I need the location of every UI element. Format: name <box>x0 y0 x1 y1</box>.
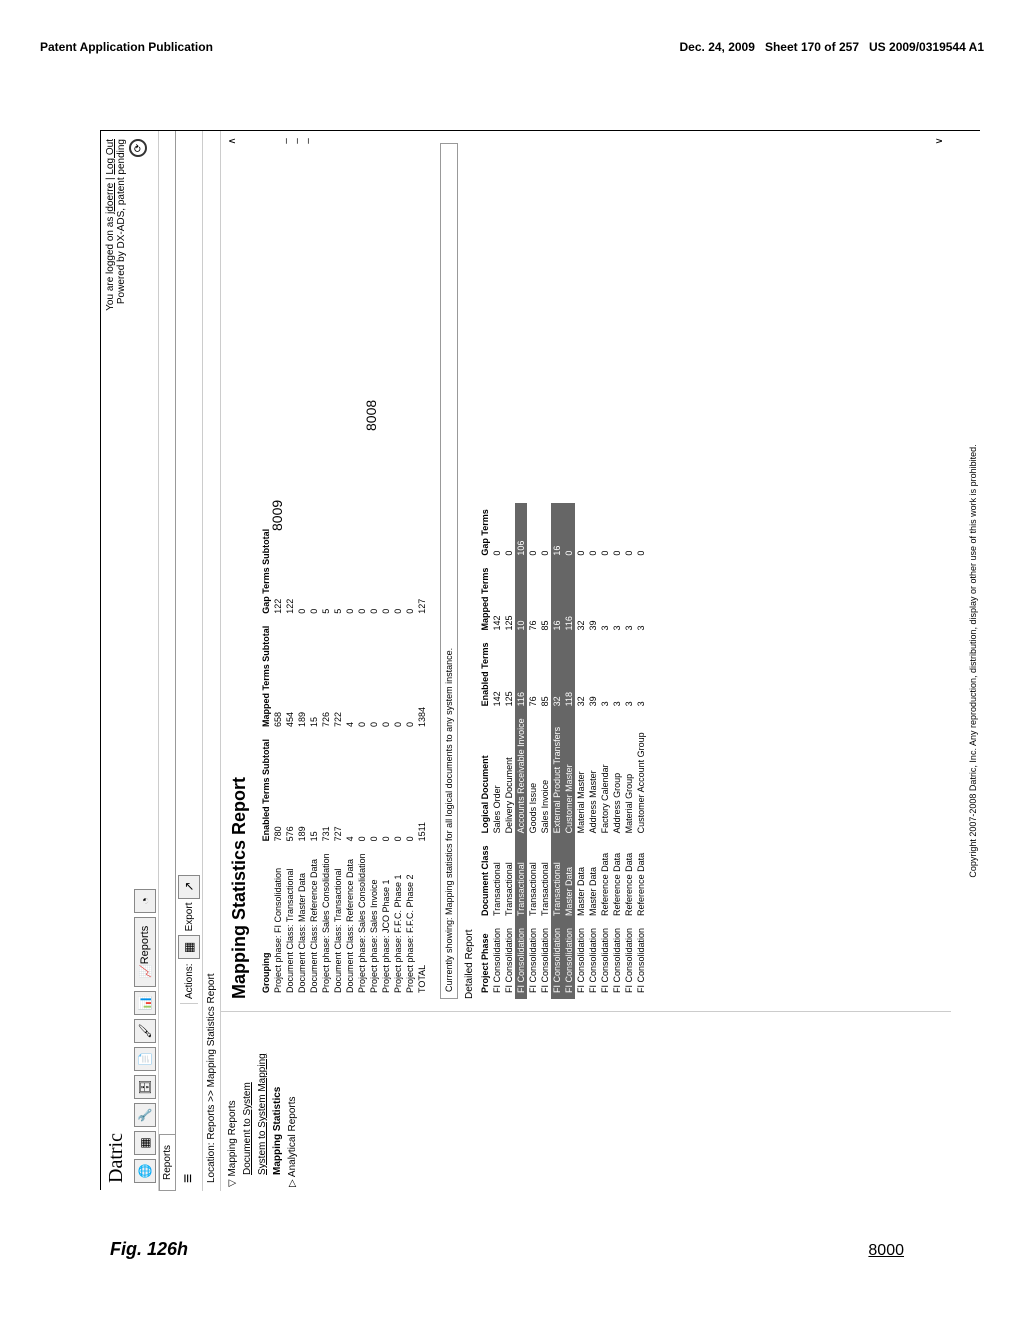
sidebar: ▽ Mapping Reports Document to System Sys… <box>221 1011 951 1191</box>
table-row: Document Class: Master Data1891890 <box>296 523 308 999</box>
scroll-down[interactable]: ∨ <box>934 133 945 149</box>
detailed-table: Project PhaseDocument ClassLogical Docum… <box>479 503 647 999</box>
tb-report-icon[interactable]: 📊 <box>134 991 156 1015</box>
sidebar-item-doc-to-system[interactable]: Document to System <box>240 1016 255 1187</box>
table-row: FI ConsolidationTransactionalExternal Pr… <box>551 503 563 999</box>
scroll-marks: ––– <box>281 133 314 149</box>
table-row: Project phase: Sales Consolidation731726… <box>320 523 332 999</box>
summary-table: GroupingEnabled Terms SubtotalMapped Ter… <box>260 523 428 999</box>
tb-wrench-icon[interactable]: 🔧 <box>134 1103 156 1127</box>
table-row: Document Class: Transactional576454122 <box>284 523 296 999</box>
table-row: FI ConsolidationMaster DataMaterial Mast… <box>575 503 587 999</box>
table-row: FI ConsolidationReference DataCustomer A… <box>635 503 647 999</box>
figure-label: Fig. 126h <box>110 1239 188 1260</box>
table-row: TOTAL15111384127 <box>416 523 428 999</box>
table-row: FI ConsolidationReference DataFactory Ca… <box>599 503 611 999</box>
tb-grid-icon[interactable]: ▦ <box>134 1131 156 1155</box>
copyright: Copyright 2007-2008 Datric, Inc. Any rep… <box>966 131 980 1191</box>
pub-info: Dec. 24, 2009 Sheet 170 of 257 US 2009/0… <box>680 40 984 54</box>
scroll-up[interactable]: ∧ <box>227 133 238 149</box>
figure-frame: Datric You are logged on as jdoerre | Lo… <box>100 130 980 1190</box>
table-row: FI ConsolidationReference DataMaterial G… <box>623 503 635 999</box>
content-area: 8009 8008 ∧ ––– ∨ Mapping Statistics Rep… <box>221 131 951 1011</box>
table-row: FI ConsolidationMaster DataAddress Maste… <box>587 503 599 999</box>
table-row: Project phase: Sales Consolidation000 <box>356 523 368 999</box>
login-info: You are logged on as jdoerre | Log Out P… <box>105 139 127 311</box>
title-bar: Datric You are logged on as jdoerre | Lo… <box>101 131 132 1191</box>
breadcrumb: Location: Reports >> Mapping Statistics … <box>203 131 221 1191</box>
tb-globe-icon[interactable]: 🌐 <box>134 1159 156 1183</box>
app-title: Datric <box>105 1133 128 1183</box>
actions-label: Actions: <box>184 963 195 999</box>
pub-label: Patent Application Publication <box>40 40 213 54</box>
tb-db-icon[interactable]: 🗄 <box>134 1075 156 1099</box>
table-row: FI ConsolidationReference DataAddress Gr… <box>611 503 623 999</box>
refresh-icon[interactable]: ⟳ <box>129 139 147 157</box>
table-row: Project phase: JCO Phase 1000 <box>380 523 392 999</box>
sidebar-item-analytical[interactable]: ▷ Analytical Reports <box>285 1016 300 1187</box>
table-row: Document Class: Reference Data440 <box>344 523 356 999</box>
table-row: Project phase: F.F.C. Phase 1000 <box>392 523 404 999</box>
table-row: Project phase: F.F.C. Phase 2000 <box>404 523 416 999</box>
logout-link[interactable]: Log Out <box>105 139 116 175</box>
table-row: FI ConsolidationTransactionalSales Invoi… <box>539 503 551 999</box>
tb-reports-button[interactable]: 📈 Reports <box>134 917 156 987</box>
table-row: FI ConsolidationTransactionalDelivery Do… <box>503 503 515 999</box>
table-row: Document Class: Reference Data15150 <box>308 523 320 999</box>
tb-doc-icon[interactable]: 📄 <box>134 1047 156 1071</box>
export-button[interactable]: ↗ <box>178 875 200 899</box>
table-row: Project phase: FI Consolidation780658122 <box>272 523 284 999</box>
sidebar-item-sys-to-sys[interactable]: System to System Mapping <box>255 1016 270 1187</box>
tab-reports[interactable]: Reports <box>159 1134 175 1191</box>
table-row: FI ConsolidationTransactionalSales Order… <box>491 503 503 999</box>
app-window: Datric You are logged on as jdoerre | Lo… <box>101 131 981 1191</box>
table-row: Project phase: Sales Invoice000 <box>368 523 380 999</box>
callout-8009: 8009 <box>269 500 285 531</box>
action-icon[interactable]: ▦ <box>178 935 200 959</box>
table-row: FI ConsolidationTransactionalAccounts Re… <box>515 503 527 999</box>
tb-brush-icon[interactable]: 🖌 <box>134 1019 156 1043</box>
detailed-label: Detailed Report <box>464 143 475 999</box>
main-toolbar: 🌐 ▦ 🔧 🗄 📄 🖌 📊 📈 Reports ◔ <box>132 131 159 1191</box>
user-link[interactable]: jdoerre <box>105 183 116 214</box>
tb-pie-icon[interactable]: ◔ <box>134 889 156 913</box>
report-title: Mapping Statistics Report <box>229 143 250 999</box>
patent-header: Patent Application Publication Dec. 24, … <box>40 40 984 54</box>
export-label: Export <box>184 903 195 932</box>
table-row: Document Class: Transactional7277225 <box>332 523 344 999</box>
table-row: FI ConsolidationTransactionalGoods Issue… <box>527 503 539 999</box>
figure-number: 8000 <box>868 1242 904 1260</box>
table-row: FI ConsolidationMaster DataCustomer Mast… <box>563 503 575 999</box>
sidebar-item-mapping-stats[interactable]: Mapping Statistics <box>270 1016 285 1187</box>
action-row: ≡ Actions: ▦ Export ↗ <box>176 131 203 1191</box>
callout-8008: 8008 <box>363 400 379 431</box>
status-message: Currently showing: Mapping statistics fo… <box>440 143 458 999</box>
tab-row: Reports <box>159 131 176 1191</box>
sidebar-item-mapping-reports[interactable]: ▽ Mapping Reports <box>225 1016 240 1187</box>
